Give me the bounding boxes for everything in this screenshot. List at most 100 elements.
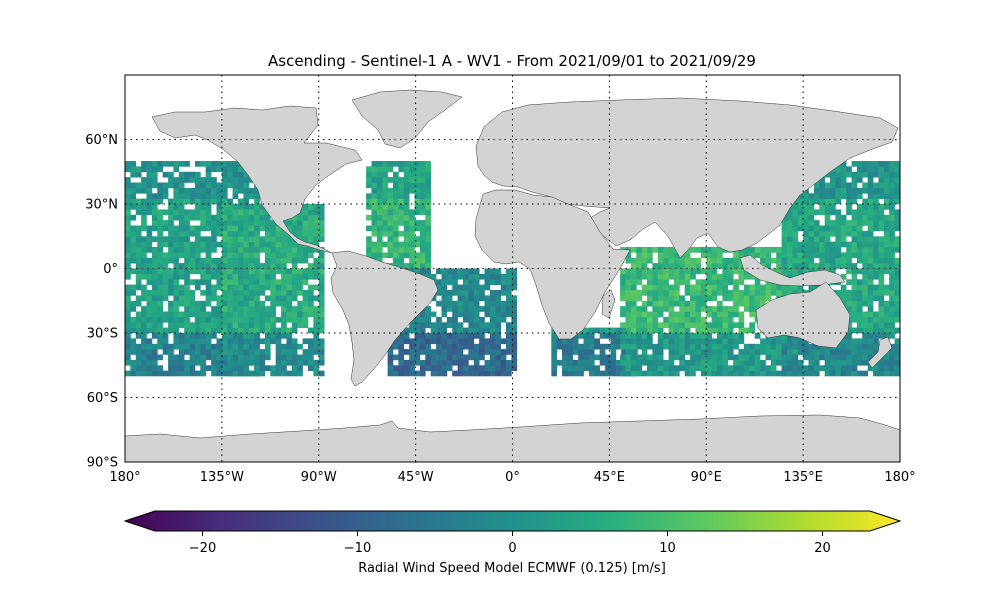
data-cell [808, 365, 815, 371]
data-cell [668, 359, 675, 366]
data-cell [173, 327, 180, 334]
data-cell [652, 268, 659, 275]
data-cell [436, 333, 442, 339]
data-cell [889, 268, 895, 275]
data-cell [393, 187, 399, 194]
data-cell [706, 338, 712, 345]
data-cell [551, 338, 557, 345]
data-cell [414, 187, 421, 194]
data-cell [173, 198, 180, 205]
data-cell [302, 273, 309, 280]
data-cell [506, 273, 512, 280]
data-cell [889, 171, 895, 178]
data-cell [738, 300, 745, 307]
data-cell [551, 365, 557, 371]
data-cell [711, 306, 718, 312]
data-cell [419, 204, 426, 210]
data-cell [463, 316, 469, 323]
data-cell [781, 252, 788, 259]
data-cell [684, 257, 691, 264]
data-cell [862, 247, 868, 253]
data-cell [641, 316, 648, 323]
data-cell [414, 316, 421, 323]
data-cell [264, 333, 271, 339]
data-cell [232, 182, 239, 189]
data-cell [824, 230, 831, 237]
data-cell [221, 214, 228, 221]
data-cell [259, 316, 266, 323]
data-cell [610, 365, 617, 371]
data-cell [873, 225, 879, 232]
data-cell [657, 247, 664, 253]
data-cell [130, 171, 137, 178]
data-cell [867, 300, 874, 307]
data-cell [221, 166, 228, 173]
data-cell [297, 370, 303, 377]
data-cell [813, 193, 820, 199]
data-cell [760, 257, 766, 264]
data-cell [286, 349, 293, 355]
data-cell [727, 290, 734, 296]
data-cell [668, 333, 675, 339]
data-cell [403, 177, 410, 183]
figure-title: Ascending - Sentinel-1 A - WV1 - From 20… [268, 52, 756, 70]
data-cell [652, 316, 659, 323]
data-cell [787, 343, 793, 350]
data-cell [243, 263, 250, 269]
data-cell [441, 268, 448, 275]
data-cell [173, 247, 180, 253]
data-cell [211, 273, 217, 280]
data-cell [254, 295, 260, 302]
data-cell [878, 268, 885, 275]
data-cell [463, 359, 469, 366]
data-cell [620, 322, 626, 328]
data-cell [856, 306, 863, 312]
data-cell [668, 322, 675, 328]
data-cell [706, 284, 712, 291]
data-cell [489, 306, 496, 312]
data-cell [130, 182, 137, 189]
data-cell [663, 359, 669, 366]
data-cell [856, 204, 863, 210]
data-cell [291, 343, 298, 350]
data-cell [700, 349, 707, 355]
lon-tick-label: 135°W [200, 470, 244, 485]
data-cell [830, 359, 836, 366]
data-cell [259, 214, 266, 221]
data-cell [562, 354, 568, 361]
data-cell [625, 273, 632, 280]
data-cell [419, 161, 426, 167]
data-cell [846, 327, 852, 334]
data-cell [615, 370, 622, 377]
data-cell [846, 230, 852, 237]
data-cell [216, 257, 223, 264]
data-cell [679, 359, 685, 366]
data-cell [141, 322, 147, 328]
data-cell [700, 322, 707, 328]
colorbar-tick-label: 10 [659, 541, 676, 556]
data-cell [706, 349, 712, 355]
data-cell [894, 279, 900, 285]
data-cell [195, 214, 201, 221]
data-cell [706, 279, 712, 285]
data-cell [572, 365, 579, 371]
data-cell [259, 236, 266, 242]
data-cell [830, 257, 836, 264]
data-cell [135, 316, 142, 323]
data-cell [468, 349, 475, 355]
data-cell [178, 290, 185, 296]
data-cell [754, 333, 761, 339]
data-cell [562, 349, 568, 355]
data-cell [446, 365, 453, 371]
data-cell [318, 279, 325, 285]
data-cell [281, 322, 287, 328]
data-cell [830, 193, 836, 199]
data-cell [695, 247, 702, 253]
data-cell [211, 343, 217, 350]
data-cell [641, 273, 648, 280]
data-cell [135, 322, 142, 328]
data-cell [297, 252, 303, 259]
data-cell [243, 322, 250, 328]
data-cell [376, 252, 383, 259]
graticule [125, 75, 900, 462]
